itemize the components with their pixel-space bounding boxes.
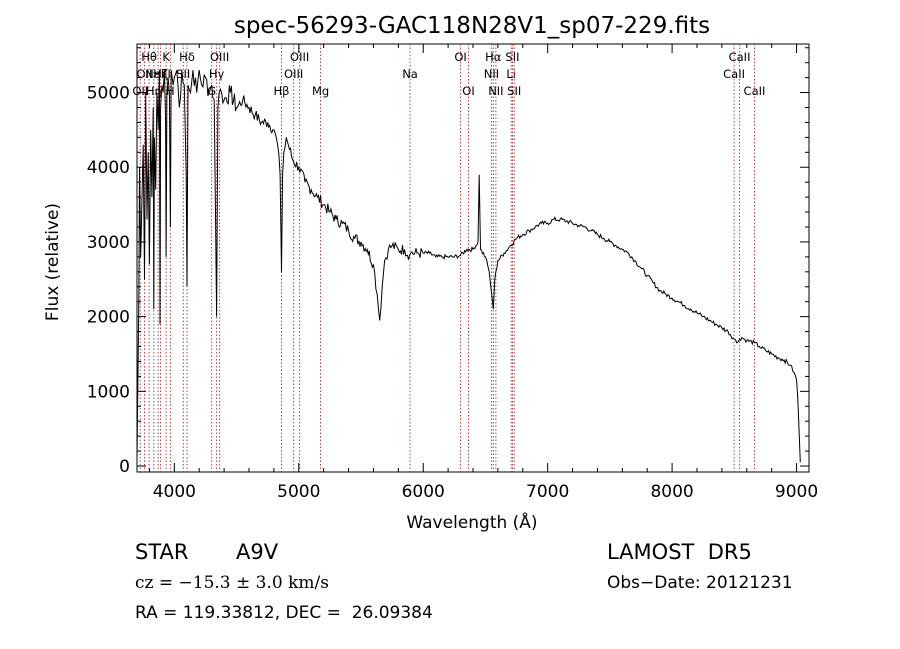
- line-marker-label: Hβ: [273, 84, 289, 98]
- line-marker-label: Hδ: [179, 50, 195, 64]
- line-marker-label: SII: [507, 84, 521, 98]
- line-marker-label: NII: [484, 67, 499, 81]
- spectrum-line: [136, 69, 801, 463]
- y-tick-label: 5000: [87, 84, 130, 104]
- coordinates: RA = 119.33812, DEC = 26.09384: [135, 603, 433, 623]
- line-marker-label: Hθ: [141, 50, 157, 64]
- y-tick-label: 4000: [87, 158, 130, 178]
- line-marker-label: Hγ: [209, 67, 225, 81]
- object-subclass: A9V: [236, 540, 279, 564]
- y-tick-label: 3000: [87, 233, 130, 253]
- x-tick-label: 9000: [775, 482, 818, 502]
- survey-name: LAMOST DR5: [607, 540, 752, 564]
- y-tick-label: 1000: [87, 382, 130, 402]
- x-ticks: 4000 5000 6000 7000 8000 9000: [148, 44, 818, 502]
- line-marker-label: OI: [454, 50, 466, 64]
- line-marker-label: OIII: [290, 50, 309, 64]
- line-marker-label: SII: [176, 67, 190, 81]
- x-tick-label: 8000: [650, 482, 693, 502]
- y-tick-label: 0: [119, 457, 130, 477]
- x-tick-label: 6000: [402, 482, 445, 502]
- line-marker-label: G: [207, 84, 216, 98]
- line-marker-label: OIII: [210, 50, 229, 64]
- x-tick-label: 5000: [277, 482, 320, 502]
- y-ticks: 0 1000 2000 3000 4000 5000: [87, 47, 809, 477]
- line-marker-label: CaII: [744, 84, 766, 98]
- line-markers: OIIOIIHθHηNeIIIHζKHSIIHδGHγOIIIHβOIIIOII…: [132, 44, 765, 472]
- line-marker-label: OI: [462, 84, 474, 98]
- x-tick-label: 7000: [526, 482, 569, 502]
- line-marker-label: Hα: [485, 50, 502, 64]
- y-tick-label: 2000: [87, 308, 130, 328]
- object-class: STAR: [135, 540, 189, 564]
- line-marker-label: Mg: [312, 84, 329, 98]
- plot-frame: [136, 43, 810, 473]
- line-marker-label: NII: [488, 84, 503, 98]
- radial-velocity: cz = −15.3 ± 3.0 km/s: [135, 573, 329, 593]
- chart-title: spec-56293-GAC118N28V1_sp07-229.fits: [234, 13, 710, 39]
- line-marker-label: SII: [505, 50, 519, 64]
- line-marker-label: H: [166, 84, 175, 98]
- observation-date: Obs−Date: 20121231: [607, 573, 793, 593]
- line-marker-label: OIII: [284, 67, 303, 81]
- line-marker-label: CaII: [723, 67, 745, 81]
- line-marker-label: K: [162, 50, 170, 64]
- line-marker-label: Na: [402, 67, 418, 81]
- x-axis-label: Wavelength (Å): [406, 511, 537, 533]
- y-axis-label: Flux (relative): [43, 203, 63, 321]
- line-marker-label: Li: [506, 67, 516, 81]
- x-tick-label: 4000: [153, 482, 196, 502]
- line-marker-label: CaII: [729, 50, 751, 64]
